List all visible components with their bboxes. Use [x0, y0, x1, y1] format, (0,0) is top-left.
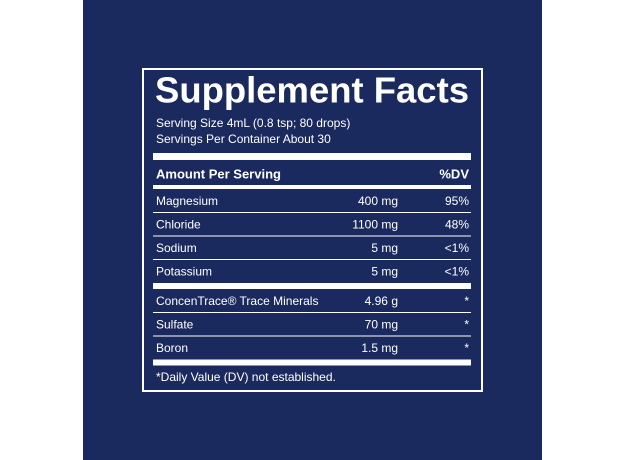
nutrient-name: Potassium [156, 264, 212, 278]
nutrient-dv: <1% [445, 241, 470, 255]
thin-rule [153, 312, 471, 313]
nutrient-amount: 5 mg [371, 241, 398, 255]
nutrient-name: Magnesium [156, 194, 218, 208]
nutrient-dv: * [464, 294, 469, 308]
serving-size: Serving Size 4mL (0.8 tsp; 80 drops) [156, 116, 350, 130]
thick-rule [153, 153, 471, 160]
nutrient-amount: 70 mg [365, 317, 398, 331]
servings-per-container: Servings Per Container About 30 [156, 132, 331, 146]
footnote: *Daily Value (DV) not established. [156, 370, 336, 384]
nutrient-dv: 48% [445, 217, 469, 231]
background-panel [83, 0, 542, 460]
nutrient-amount: 1.5 mg [361, 341, 398, 355]
nutrient-amount: 4.96 g [365, 294, 398, 308]
nutrient-amount: 400 mg [358, 194, 398, 208]
nutrient-name: Sulfate [156, 317, 194, 331]
nutrient-amount: 1100 mg [352, 217, 398, 231]
nutrient-dv: * [464, 341, 469, 355]
thin-rule [153, 212, 471, 213]
nutrient-dv: <1% [445, 264, 470, 278]
label-border [142, 68, 483, 392]
dv-header: %DV [439, 166, 469, 181]
nutrient-dv: 95% [445, 194, 469, 208]
title: Supplement Facts [155, 70, 469, 111]
nutrient-name: ConcenTrace® Trace Minerals [156, 294, 318, 308]
thin-rule [153, 259, 471, 260]
nutrient-name: Boron [156, 341, 188, 355]
nutrient-name: Sodium [156, 241, 197, 255]
nutrient-name: Chloride [156, 217, 201, 231]
thin-rule [153, 335, 471, 337]
nutrient-dv: * [464, 317, 469, 331]
amount-header: Amount Per Serving [156, 166, 281, 181]
nutrient-amount: 5 mg [371, 264, 398, 278]
nutrient-rows: Magnesium 400 mg 95% Chloride 1100 mg 48% Sodi… [153, 194, 471, 366]
thin-rule [153, 235, 471, 237]
thick-rule [153, 283, 471, 289]
medium-rule [153, 185, 471, 189]
thick-rule [153, 359, 471, 366]
